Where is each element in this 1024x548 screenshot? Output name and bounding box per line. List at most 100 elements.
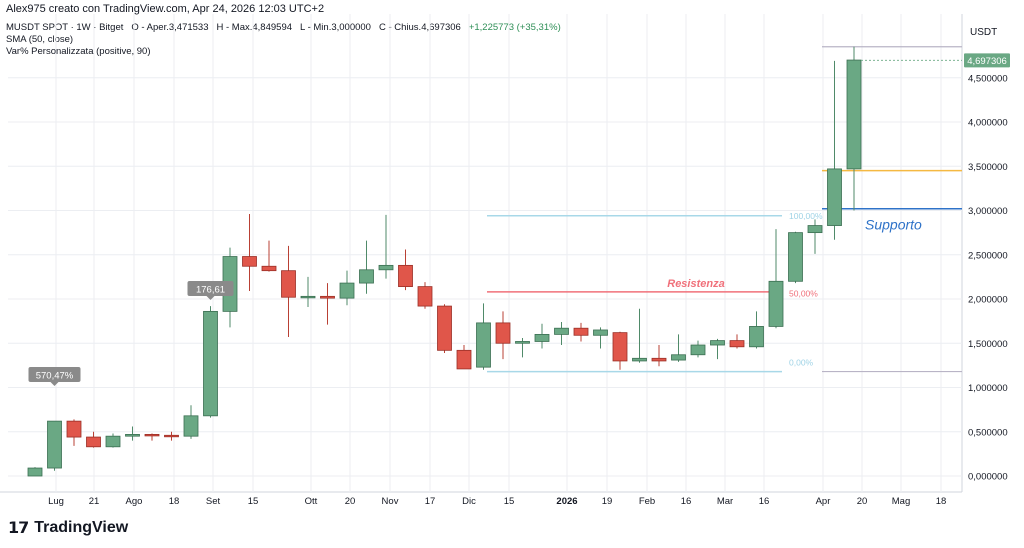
fib-top-label: 100,00% [789, 211, 823, 221]
time-tick-label: Lug [48, 496, 64, 507]
candle-body [807, 225, 823, 234]
candle-body [417, 286, 433, 307]
candle [788, 231, 803, 284]
candle-body [749, 326, 764, 348]
candle-body [456, 349, 472, 370]
candle-body [612, 332, 628, 362]
symbol-name[interactable]: MUSDT SPOT · 1W · Bitget [6, 22, 124, 33]
indicator-sma[interactable]: SMA (50, close) [6, 34, 74, 45]
candle-body [125, 434, 140, 437]
indicator-var[interactable]: Var% Personalizzata (positive, 90) [6, 46, 151, 57]
time-tick-label: 21 [89, 496, 100, 507]
gain-badge-2-pointer [206, 296, 215, 300]
time-tick-label: 15 [504, 496, 515, 507]
candle [495, 311, 511, 360]
ohlc-low: L - Min.3,000000 [300, 22, 371, 33]
candle [398, 249, 413, 291]
candle [378, 214, 394, 279]
candle [710, 338, 725, 360]
tradingview-brand[interactable]: 𝟭𝟳 TradingView [8, 518, 128, 538]
candle [86, 431, 101, 448]
candle [417, 282, 433, 309]
ohlc-close: C - Chius.4,697306 [378, 22, 461, 33]
chart-legend: MUSDT SPOT · 1W · Bitget O - Aper.3,4715… [6, 22, 561, 58]
ohlc-open: O - Aper.3,471533 [131, 22, 209, 33]
time-tick-label: 17 [425, 496, 436, 507]
candle [339, 270, 355, 306]
time-tick-label: Set [206, 496, 221, 507]
price-tick-label: 4,000000 [968, 118, 1008, 129]
candle [749, 311, 764, 349]
brand-name: TradingView [34, 519, 129, 536]
price-axis-unit: USDT [970, 27, 998, 38]
candle-body [632, 357, 647, 362]
price-tick-label: 0,000000 [968, 472, 1008, 483]
candle-body [593, 329, 608, 336]
candle [768, 229, 784, 329]
candle-body [339, 282, 355, 299]
candle [183, 405, 199, 439]
candle [827, 60, 842, 240]
candle-body [183, 415, 199, 437]
time-tick-label: 18 [936, 496, 947, 507]
resistance-label: Resistenza [667, 278, 724, 290]
support-label: Supporto [865, 217, 922, 233]
candle [242, 214, 257, 292]
candle [612, 331, 628, 370]
candle-body [164, 434, 179, 438]
candle-body [261, 265, 277, 272]
price-tick-label: 1,000000 [968, 383, 1008, 394]
symbol-ohlc-row[interactable]: MUSDT SPOT · 1W · Bitget O - Aper.3,4715… [6, 22, 561, 34]
time-tick-label: 16 [759, 496, 770, 507]
candle-body [47, 420, 62, 469]
candle-body [788, 232, 803, 282]
candle [47, 420, 62, 471]
time-tick-label: 20 [345, 496, 356, 507]
candle [203, 306, 218, 418]
candle [671, 334, 686, 362]
candle [437, 304, 452, 353]
candle [359, 240, 374, 294]
tradingview-logo-icon: 𝟭𝟳 [8, 520, 29, 537]
candle [573, 322, 589, 342]
price-tick-label: 3,000000 [968, 206, 1008, 217]
gain-badge-2: 176,61 [196, 285, 225, 296]
time-tick-label: Ott [305, 496, 318, 507]
gain-badge-2-bg [187, 281, 234, 296]
candle-body [476, 322, 491, 368]
candle-body [729, 340, 745, 348]
price-tick-label: 3,500000 [968, 162, 1008, 173]
price-tick-label: 1,500000 [968, 339, 1008, 350]
candle [300, 276, 316, 307]
candle-body [437, 305, 452, 351]
candle [807, 219, 823, 254]
candle [320, 283, 335, 325]
candle [66, 419, 82, 446]
candle [593, 327, 608, 349]
candle-body [105, 435, 121, 448]
candle [554, 322, 569, 346]
candle [846, 46, 862, 211]
price-tick-label: 4,500000 [968, 73, 1008, 84]
candle-body [320, 295, 335, 299]
candle [27, 467, 43, 477]
candle [105, 433, 121, 448]
time-tick-label: Apr [816, 496, 831, 507]
ohlc-change: +1,225773 (+35,31%) [468, 22, 561, 33]
candle-body [515, 341, 530, 344]
time-tick-label: 19 [602, 496, 613, 507]
candle [164, 431, 179, 441]
candle-body [378, 264, 394, 271]
candle [729, 334, 745, 349]
candle [261, 240, 277, 272]
candle-body [690, 344, 706, 356]
last-price-marker [964, 53, 1010, 68]
candle-body [768, 280, 784, 327]
candle [456, 345, 472, 370]
candle [534, 323, 550, 349]
time-tick-label: 15 [248, 496, 259, 507]
time-tick-label: Mar [717, 496, 733, 507]
candle-body [554, 327, 569, 335]
candle-body [651, 357, 667, 362]
